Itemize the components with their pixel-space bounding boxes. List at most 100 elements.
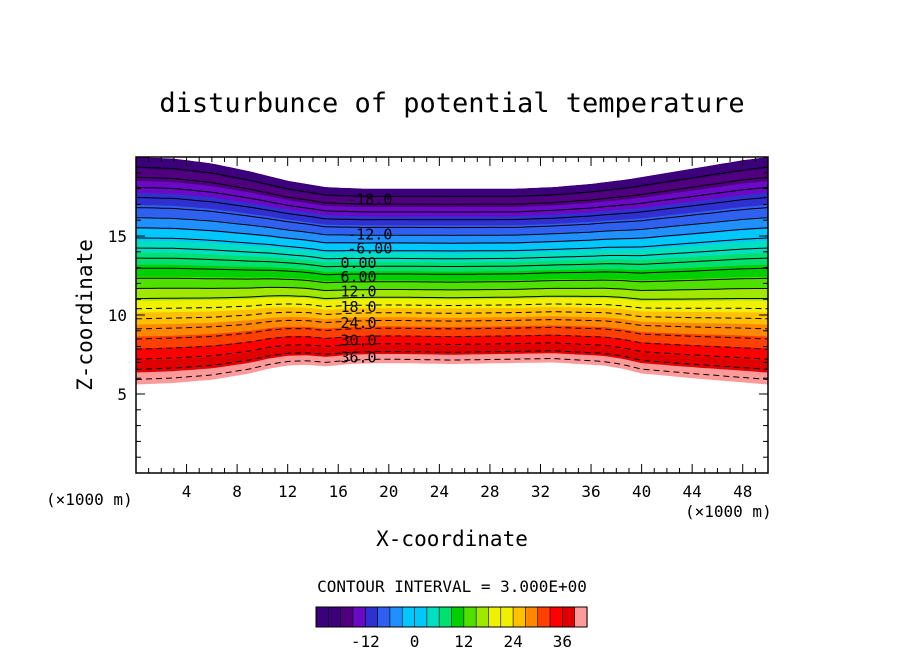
- colorbar-cell: [315, 606, 329, 628]
- colorbar-cell: [488, 606, 502, 628]
- contour-line-positive: [136, 166, 768, 197]
- contour-line-positive: [136, 247, 768, 260]
- x-tick-label: 48: [733, 482, 752, 501]
- y-tick-label: 5: [117, 385, 127, 404]
- colorbar-cell: [377, 606, 391, 628]
- colorbar-cell: [574, 606, 588, 628]
- colorbar-cell: [512, 606, 527, 628]
- x-tick-label: 8: [232, 482, 242, 501]
- contour-band: [136, 240, 768, 264]
- contour-line-positive: [136, 217, 768, 236]
- colorbar-cell: [537, 606, 551, 628]
- contour-line-positive: [136, 257, 768, 268]
- x-tick-label: 32: [531, 482, 550, 501]
- contour-lines: [136, 166, 768, 380]
- colorbar-cell: [451, 606, 465, 628]
- colorbar-cell: [426, 606, 440, 628]
- contour-label: 12.0: [340, 282, 376, 300]
- contour-line-positive: [136, 277, 768, 284]
- contour-band: [136, 216, 768, 245]
- colorbar-cell: [438, 606, 453, 628]
- contour-line-negative: [136, 334, 768, 350]
- colorbar-cell: [500, 606, 514, 628]
- colorbar-cell: [562, 606, 576, 628]
- x-tick-label: 12: [278, 482, 297, 501]
- contour-label: 6.00: [340, 268, 376, 286]
- contour-label: -6.00: [347, 240, 392, 258]
- colorbar: -12 0 12 24 36: [315, 606, 588, 651]
- colorbar-cell: [549, 606, 563, 628]
- colorbar-cell: [525, 606, 539, 628]
- x-tick-label: 16: [329, 482, 348, 501]
- contour-label: 36.0: [340, 349, 376, 367]
- contour-line-positive: [136, 207, 768, 229]
- colorbar-tick-label: 36: [553, 632, 572, 651]
- x-tick-label: 28: [480, 482, 499, 501]
- contour-line-positive: [136, 295, 768, 300]
- colorbar-tick-label: 24: [503, 632, 522, 651]
- colorbar-cell: [401, 606, 416, 628]
- y-unit-label: (×1000 m): [46, 490, 133, 509]
- contour-line-positive: [136, 176, 768, 205]
- contour-line-positive: [136, 237, 768, 252]
- contour-band: [136, 325, 768, 350]
- contour-line-negative: [136, 319, 768, 330]
- contour-line-negative: [136, 350, 768, 370]
- contour-label: 30.0: [340, 331, 376, 349]
- contour-line-positive: [136, 227, 768, 244]
- x-tick-label: 20: [379, 482, 398, 501]
- contour-band: [136, 307, 768, 326]
- y-tick-label: 10: [108, 306, 127, 325]
- chart-title: disturbunce of potential temperature: [159, 88, 744, 119]
- contour-label: -18.0: [347, 191, 392, 209]
- contour-fill: [136, 157, 768, 385]
- contour-band: [136, 344, 768, 374]
- contour-label: 18.0: [340, 298, 376, 316]
- x-tick-label: 40: [632, 482, 651, 501]
- contour-line-negative: [136, 342, 768, 360]
- colorbar-cell: [340, 606, 354, 628]
- colorbar-cell: [389, 606, 403, 628]
- contour-band: [136, 157, 768, 199]
- contour-label: 24.0: [340, 314, 376, 332]
- contour-label: -12.0: [347, 225, 392, 243]
- colorbar-cell: [414, 606, 428, 628]
- colorbar-cell: [328, 606, 342, 628]
- colorbar-cell: [352, 606, 366, 628]
- colorbar-frame: [315, 606, 588, 628]
- contour-band: [136, 334, 768, 362]
- contour-band: [136, 353, 768, 385]
- y-tick-label: 15: [108, 227, 127, 246]
- contour-line-negative: [136, 311, 768, 320]
- colorbar-tick-label: 0: [410, 632, 420, 651]
- contour-label: 0.00: [340, 254, 376, 272]
- x-tick-label: 44: [683, 482, 702, 501]
- colorbar-tick-label: -12: [351, 632, 380, 651]
- x-tick-label: 4: [182, 482, 192, 501]
- y-axis-title: Z-coordinate: [73, 239, 97, 391]
- x-unit-label: (×1000 m): [685, 502, 772, 521]
- contour-line-positive: [136, 267, 768, 276]
- contour-band: [136, 264, 768, 283]
- contour-band: [136, 192, 768, 227]
- contour-interval-text: CONTOUR INTERVAL = 3.000E+00: [317, 577, 587, 596]
- x-tick-label: 24: [430, 482, 449, 501]
- contour-line-positive: [136, 286, 768, 292]
- contour-line-negative: [136, 357, 768, 380]
- contour-band: [136, 204, 768, 236]
- contour-line-positive: [136, 196, 768, 221]
- x-axis-title: X-coordinate: [376, 527, 528, 551]
- contour-band: [136, 252, 768, 273]
- colorbar-cell: [463, 606, 477, 628]
- contour-line-negative: [136, 326, 768, 340]
- contour-line-negative: [136, 303, 768, 310]
- x-tick-label: 36: [581, 482, 600, 501]
- contour-labels: -18.0 -12.0-6.000.006.0012.018.024.030.03…: [340, 191, 392, 367]
- contour-line-positive: [136, 186, 768, 213]
- colorbar-cell: [475, 606, 490, 628]
- contour-band: [136, 297, 768, 314]
- contour-band: [136, 180, 768, 218]
- colorbar-tick-label: 12: [454, 632, 473, 651]
